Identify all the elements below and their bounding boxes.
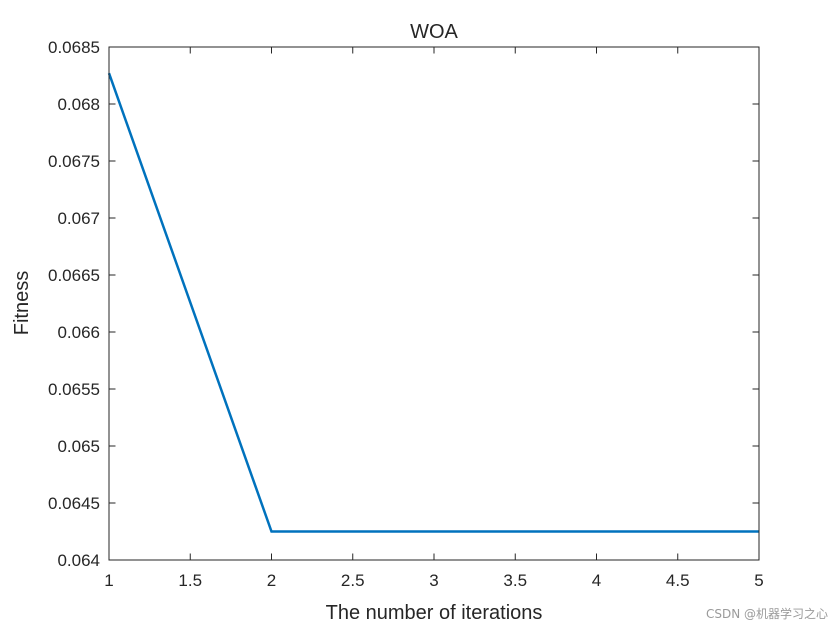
y-tick-label: 0.0675 bbox=[48, 152, 100, 171]
x-tick-label: 4 bbox=[592, 571, 601, 590]
y-tick-label: 0.066 bbox=[57, 323, 100, 342]
chart-title: WOA bbox=[410, 21, 458, 43]
y-tick-label: 0.0645 bbox=[48, 494, 100, 513]
x-tick-label: 2.5 bbox=[341, 571, 365, 590]
series-layer bbox=[107, 72, 759, 533]
x-axis-label: The number of iterations bbox=[326, 602, 543, 624]
y-tick-label: 0.065 bbox=[57, 437, 100, 456]
y-axis-label: Fitness bbox=[11, 271, 33, 335]
x-tick-label: 2 bbox=[267, 571, 276, 590]
watermark: CSDN @机器学习之心 bbox=[705, 607, 828, 621]
y-tick-label: 0.067 bbox=[57, 209, 100, 228]
y-tick-label: 0.064 bbox=[57, 551, 100, 570]
x-tick-label: 4.5 bbox=[666, 571, 690, 590]
y-tick-label: 0.0665 bbox=[48, 266, 100, 285]
x-tick-label: 5 bbox=[754, 571, 763, 590]
x-tick-label: 1.5 bbox=[178, 571, 202, 590]
plot-area bbox=[109, 47, 759, 560]
y-axis-ticks: 0.064 0.0645 0.065 0.0655 0.066 0.0665 0.067 0.… bbox=[48, 38, 759, 570]
x-tick-label: 3.5 bbox=[503, 571, 527, 590]
y-tick-label: 0.0655 bbox=[48, 380, 100, 399]
y-tick-label: 0.068 bbox=[57, 95, 100, 114]
series-line-0 bbox=[107, 72, 759, 533]
y-tick-label: 0.0685 bbox=[48, 38, 100, 57]
x-axis-ticks: 1 1.5 2 2.5 3 3.5 4 4.5 5 bbox=[104, 47, 764, 590]
x-tick-label: 1 bbox=[104, 571, 113, 590]
x-tick-label: 3 bbox=[429, 571, 438, 590]
